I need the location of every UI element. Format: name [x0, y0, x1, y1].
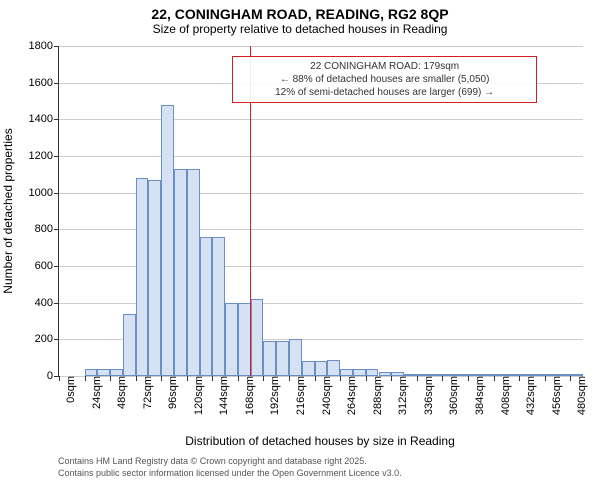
xtick-label: 432sqm	[519, 376, 537, 415]
annotation-line2: ← 88% of detached houses are smaller (5,…	[238, 73, 531, 86]
histogram-bar	[225, 303, 238, 376]
xtick-label: 264sqm	[340, 376, 358, 415]
histogram-bar	[136, 178, 149, 376]
ytick-mark	[54, 303, 59, 304]
xtick-label: 216sqm	[289, 376, 307, 415]
ytick-mark	[54, 339, 59, 340]
ytick-mark	[54, 266, 59, 267]
footer-text: Contains HM Land Registry data © Crown c…	[58, 456, 402, 479]
xtick-label: 240sqm	[315, 376, 333, 415]
xtick-label: 360sqm	[442, 376, 460, 415]
xtick-label: 456sqm	[545, 376, 563, 415]
chart-container: 22, CONINGHAM ROAD, READING, RG2 8QP Siz…	[0, 0, 600, 500]
chart-title: 22, CONINGHAM ROAD, READING, RG2 8QP	[0, 0, 600, 22]
gridline	[59, 46, 583, 47]
annotation-box: 22 CONINGHAM ROAD: 179sqm ← 88% of detac…	[232, 56, 537, 103]
histogram-bar	[302, 361, 315, 376]
chart-subtitle: Size of property relative to detached ho…	[0, 22, 600, 40]
histogram-bar	[123, 314, 136, 376]
ytick-mark	[54, 229, 59, 230]
histogram-bar	[97, 369, 110, 376]
xtick-label: 288sqm	[366, 376, 384, 415]
xtick-label: 408sqm	[494, 376, 512, 415]
x-axis-label: Distribution of detached houses by size …	[58, 434, 582, 448]
xtick-label: 336sqm	[417, 376, 435, 415]
histogram-bar	[263, 341, 276, 376]
ytick-mark	[54, 46, 59, 47]
gridline	[59, 156, 583, 157]
histogram-bar	[148, 180, 161, 376]
histogram-bar	[276, 341, 289, 376]
xtick-label: 48sqm	[110, 376, 128, 409]
annotation-line3: 12% of semi-detached houses are larger (…	[238, 86, 531, 99]
y-axis-label: Number of detached properties	[1, 128, 15, 293]
xtick-label: 120sqm	[187, 376, 205, 415]
histogram-bar	[187, 169, 200, 376]
histogram-bar	[85, 369, 98, 376]
histogram-bar	[110, 369, 123, 376]
ytick-mark	[54, 119, 59, 120]
histogram-bar	[327, 360, 340, 377]
histogram-bar	[251, 299, 264, 376]
xtick-label: 96sqm	[161, 376, 179, 409]
xtick-label: 72sqm	[136, 376, 154, 409]
histogram-bar	[212, 237, 225, 376]
histogram-bar	[315, 361, 328, 376]
histogram-bar	[174, 169, 187, 376]
annotation-line1: 22 CONINGHAM ROAD: 179sqm	[238, 60, 531, 73]
histogram-bar	[366, 369, 379, 376]
xtick-label: 144sqm	[212, 376, 230, 415]
xtick-label: 312sqm	[391, 376, 409, 415]
plot-area: 22 CONINGHAM ROAD: 179sqm ← 88% of detac…	[58, 46, 583, 377]
ytick-mark	[54, 156, 59, 157]
ytick-mark	[54, 193, 59, 194]
xtick-label: 480sqm	[570, 376, 588, 415]
xtick-label: 192sqm	[263, 376, 281, 415]
footer-line1: Contains HM Land Registry data © Crown c…	[58, 456, 402, 468]
footer-line2: Contains public sector information licen…	[58, 468, 402, 480]
xtick-label: 0sqm	[59, 376, 77, 403]
histogram-bar	[161, 105, 174, 376]
xtick-label: 24sqm	[85, 376, 103, 409]
gridline	[59, 119, 583, 120]
histogram-bar	[200, 237, 213, 376]
histogram-bar	[353, 369, 366, 376]
ytick-mark	[54, 83, 59, 84]
xtick-label: 384sqm	[468, 376, 486, 415]
xtick-label: 168sqm	[238, 376, 256, 415]
histogram-bar	[289, 339, 302, 376]
histogram-bar	[340, 369, 353, 376]
